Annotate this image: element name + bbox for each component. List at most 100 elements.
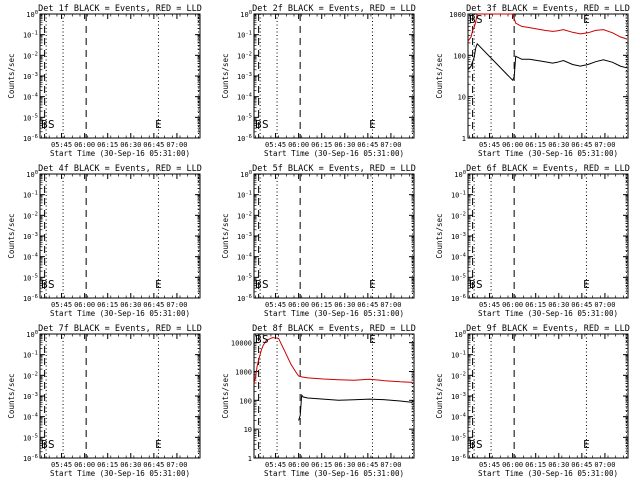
y-tick-label: 1000 bbox=[449, 11, 466, 19]
y-tick-label: 10-6 bbox=[237, 294, 252, 303]
x-tick-label: 06:00 bbox=[288, 141, 309, 149]
x-tick-label: 06:15 bbox=[525, 301, 546, 309]
marker-label-s: S bbox=[262, 278, 269, 291]
x-tick-label: 06:00 bbox=[288, 301, 309, 309]
marker-label-e: E bbox=[155, 438, 162, 451]
panel-det-3: Det 3f BLACK = Events, RED = LLD 1 10 100 10… bbox=[435, 4, 630, 158]
x-tick-label: 06:15 bbox=[525, 461, 546, 469]
panel-det-8: Det 8f BLACK = Events, RED = LLD 1 10 100 10… bbox=[221, 324, 416, 478]
y-tick-label: 10-5 bbox=[451, 273, 466, 282]
y-tick-label: 10-4 bbox=[23, 253, 39, 262]
y-axis-label: Counts/sec bbox=[7, 213, 16, 258]
marker-label-s: S bbox=[262, 118, 269, 131]
y-tick-label: 10-3 bbox=[451, 392, 466, 401]
y-tick-label: 10-5 bbox=[451, 433, 466, 442]
x-tick-label: 06:15 bbox=[311, 301, 332, 309]
y-tick-label: 10-3 bbox=[23, 232, 38, 241]
y-tick-label: 10-5 bbox=[23, 433, 38, 442]
x-tick-label: 05:45 bbox=[51, 141, 72, 149]
y-tick-label: 10-2 bbox=[237, 51, 252, 60]
marker-label-s: S bbox=[476, 438, 483, 451]
y-tick-label: 10-4 bbox=[451, 253, 467, 262]
y-tick-label: 100 bbox=[454, 170, 466, 179]
y-tick-label: 1000 bbox=[235, 368, 252, 376]
x-axis-label: Start Time (30-Sep-16 05:31:00) bbox=[478, 149, 618, 158]
marker-label-b: B bbox=[255, 118, 262, 131]
y-tick-label: 10-1 bbox=[451, 191, 466, 200]
y-axis-label: Counts/sec bbox=[221, 53, 230, 98]
x-tick-label: 06:45 bbox=[357, 141, 378, 149]
y-axis-label: Counts/sec bbox=[435, 53, 444, 98]
x-tick-label: 05:45 bbox=[51, 301, 72, 309]
y-tick-label: 10-1 bbox=[23, 31, 38, 40]
x-tick-label: 06:45 bbox=[143, 461, 164, 469]
panel-title: Det 1f BLACK = Events, RED = LLD bbox=[38, 4, 202, 14]
y-axis-label: Counts/sec bbox=[435, 213, 444, 258]
y-tick-label: 10-2 bbox=[237, 211, 252, 220]
y-tick-label: 10-4 bbox=[23, 413, 39, 422]
y-tick-label: 10-4 bbox=[237, 253, 253, 262]
x-axis-label: Start Time (30-Sep-16 05:31:00) bbox=[264, 149, 404, 158]
x-tick-label: 06:30 bbox=[334, 141, 355, 149]
x-tick-label: 06:45 bbox=[571, 461, 592, 469]
y-tick-label: 10-6 bbox=[237, 134, 252, 143]
marker-label-s: S bbox=[476, 13, 483, 26]
marker-label-e: E bbox=[583, 13, 590, 26]
x-tick-label: 06:00 bbox=[288, 461, 309, 469]
y-tick-label: 100 bbox=[240, 170, 252, 179]
marker-label-b: B bbox=[255, 333, 262, 346]
y-tick-label: 10-3 bbox=[451, 232, 466, 241]
marker-label-s: S bbox=[48, 118, 55, 131]
x-axis-label: Start Time (30-Sep-16 05:31:00) bbox=[478, 309, 618, 318]
x-tick-label: 06:30 bbox=[120, 141, 141, 149]
y-tick-label: 10-6 bbox=[23, 294, 38, 303]
x-tick-label: 07:00 bbox=[380, 301, 401, 309]
panel-title: Det 2f BLACK = Events, RED = LLD bbox=[252, 4, 416, 14]
y-tick-label: 10-2 bbox=[451, 211, 466, 220]
x-tick-label: 06:15 bbox=[97, 461, 118, 469]
y-tick-label: 100 bbox=[26, 330, 38, 339]
marker-label-s: S bbox=[262, 333, 269, 346]
x-tick-label: 07:00 bbox=[594, 301, 615, 309]
y-tick-label: 10-2 bbox=[23, 371, 38, 380]
plot-frame bbox=[253, 173, 415, 299]
marker-label-b: B bbox=[41, 278, 48, 291]
x-tick-label: 07:00 bbox=[166, 461, 187, 469]
x-tick-label: 06:45 bbox=[143, 301, 164, 309]
y-tick-label: 10-3 bbox=[23, 392, 38, 401]
x-tick-label: 06:30 bbox=[120, 461, 141, 469]
x-axis-label: Start Time (30-Sep-16 05:31:00) bbox=[264, 309, 404, 318]
panel-det-7: Det 7f BLACK = Events, RED = LLD 10-6 10-5… bbox=[7, 324, 202, 478]
x-tick-label: 06:15 bbox=[525, 141, 546, 149]
marker-label-b: B bbox=[41, 118, 48, 131]
y-tick-label: 10 bbox=[458, 94, 466, 102]
x-tick-label: 05:45 bbox=[265, 141, 286, 149]
x-tick-label: 05:45 bbox=[479, 141, 500, 149]
y-tick-label: 10-5 bbox=[237, 113, 252, 122]
y-axis-label: Counts/sec bbox=[221, 373, 230, 418]
x-tick-label: 06:30 bbox=[334, 461, 355, 469]
plot-frame bbox=[467, 333, 629, 459]
y-tick-label: 100 bbox=[240, 10, 252, 19]
plot-frame bbox=[39, 333, 201, 459]
marker-label-b: B bbox=[255, 278, 262, 291]
marker-label-e: E bbox=[369, 118, 376, 131]
x-axis-label: Start Time (30-Sep-16 05:31:00) bbox=[50, 309, 190, 318]
y-tick-label: 10-3 bbox=[23, 72, 38, 81]
x-tick-label: 07:00 bbox=[380, 461, 401, 469]
plot-frame bbox=[467, 13, 629, 139]
y-tick-label: 1 bbox=[462, 135, 466, 143]
y-tick-label: 10-6 bbox=[451, 454, 466, 463]
y-tick-label: 10-4 bbox=[23, 93, 39, 102]
x-tick-label: 06:15 bbox=[97, 301, 118, 309]
y-tick-label: 10-2 bbox=[23, 51, 38, 60]
marker-label-e: E bbox=[155, 118, 162, 131]
plot-frame bbox=[467, 173, 629, 299]
y-tick-label: 10-4 bbox=[451, 413, 467, 422]
y-tick-label: 100 bbox=[26, 170, 38, 179]
panel-title: Det 5f BLACK = Events, RED = LLD bbox=[252, 164, 416, 174]
marker-label-e: E bbox=[155, 278, 162, 291]
x-tick-label: 05:45 bbox=[479, 461, 500, 469]
x-tick-label: 05:45 bbox=[265, 301, 286, 309]
y-tick-label: 10 bbox=[244, 426, 252, 434]
